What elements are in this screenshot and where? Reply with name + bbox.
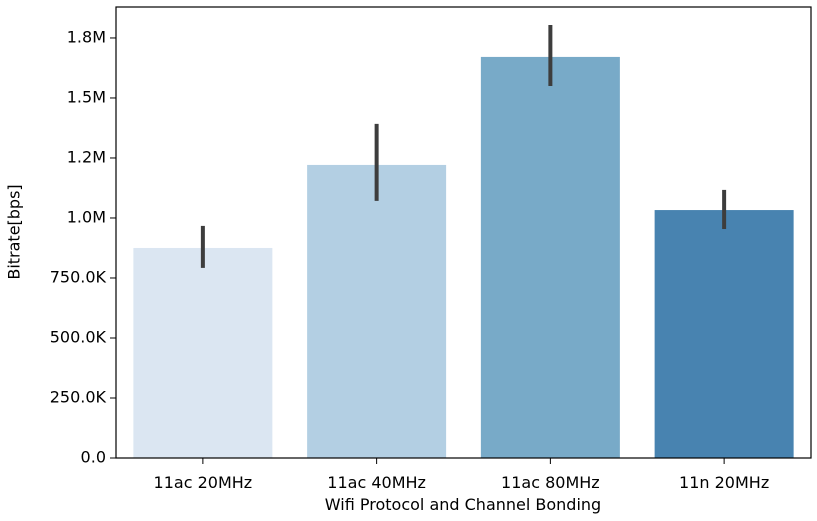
y-tick-label: 1.8M [67,27,106,46]
y-tick-label: 1.5M [67,87,106,106]
x-tick-label: 11ac 20MHz [154,473,253,492]
x-tick-label: 11ac 80MHz [501,473,600,492]
y-tick-label: 500.0K [50,327,107,346]
x-axis-label: Wifi Protocol and Channel Bonding [325,495,601,514]
y-axis-label: Bitrate[bps] [5,184,24,279]
y-tick-label: 750.0K [50,267,107,286]
x-tick-label: 11ac 40MHz [327,473,426,492]
bar [133,247,273,458]
y-tick-label: 0.0 [81,448,106,467]
y-tick-label: 250.0K [50,387,107,406]
plot-frame [115,6,812,459]
y-tick-label: 1.0M [67,207,106,226]
bar [654,210,794,458]
x-tick-label: 11n 20MHz [679,473,769,492]
bar [307,164,447,458]
bar [480,56,620,458]
y-tick-label: 1.2M [67,147,106,166]
